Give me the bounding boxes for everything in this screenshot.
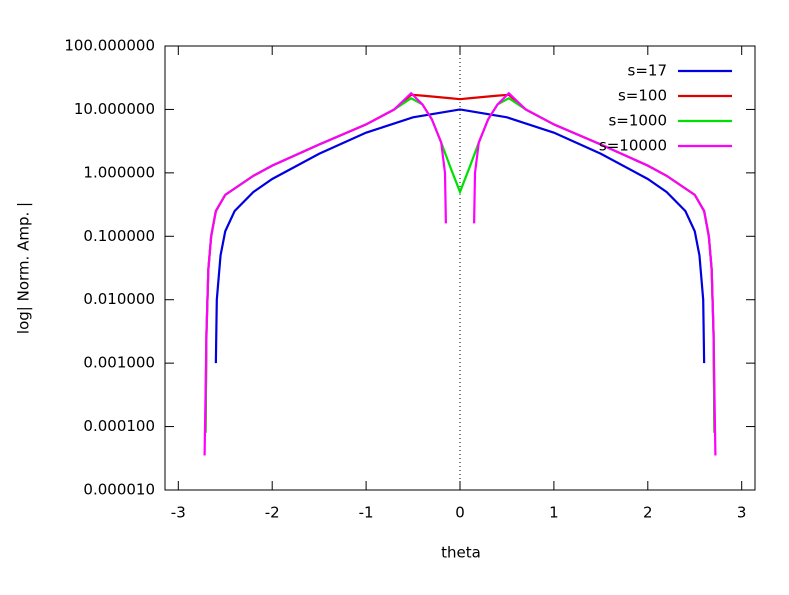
x-tick-label: -3 (171, 504, 186, 522)
x-tick-label: 1 (549, 504, 559, 522)
y-tick-label: 1.000000 (83, 163, 155, 181)
plot-frame (164, 45, 756, 491)
x-tick-label: 0 (455, 504, 465, 522)
y-axis-label: log| Norm. Amp. | (15, 202, 33, 334)
x-tick-label: 3 (737, 504, 747, 522)
y-tick-label: 0.010000 (83, 290, 155, 308)
x-tick-label: -1 (359, 504, 374, 522)
y-tick-label: 10.000000 (74, 100, 155, 118)
series-line (203, 91, 717, 456)
series-line (214, 108, 706, 364)
x-tick-label: 2 (643, 504, 653, 522)
legend-label: s=100 (618, 87, 667, 105)
x-axis-label: theta (441, 544, 481, 562)
y-tick-label: 0.001000 (83, 354, 155, 372)
y-tick-label: 0.000100 (83, 417, 155, 435)
y-tick-label: 100.000000 (64, 37, 155, 55)
legend-label: s=17 (628, 62, 667, 80)
legend-label: s=10000 (599, 137, 667, 155)
y-tick-label: 0.000010 (83, 481, 155, 499)
legend-label: s=1000 (608, 112, 667, 130)
x-tick-label: -2 (265, 504, 280, 522)
y-tick-label: 0.100000 (83, 227, 155, 245)
